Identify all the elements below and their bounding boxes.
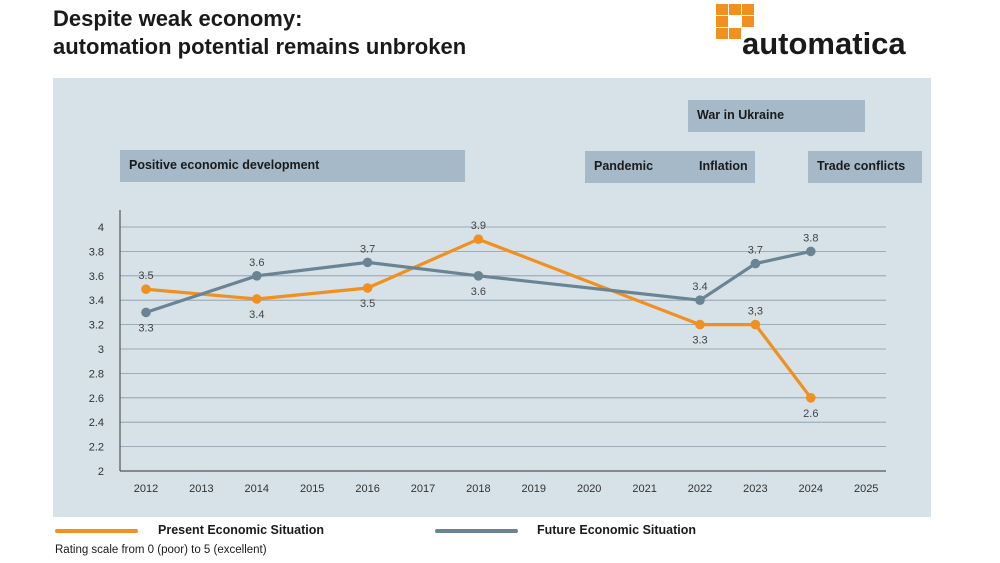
- event-inflation: Inflation: [699, 159, 748, 173]
- y-tick-label: 2.4: [89, 417, 104, 429]
- y-tick-label: 3.2: [89, 320, 104, 332]
- series-line-0: [145, 237, 813, 399]
- data-label: 3.4: [692, 281, 707, 293]
- data-label: 2.6: [803, 408, 818, 420]
- data-label: 3.3: [138, 322, 153, 334]
- x-tick-label: 2021: [632, 483, 656, 495]
- series-line-1: [145, 249, 812, 314]
- event-trade-conflicts: Trade conflicts: [808, 151, 922, 183]
- legend-present-swatch: [55, 529, 138, 533]
- data-label: 3.5: [138, 270, 153, 282]
- data-point: [806, 246, 816, 257]
- legend-future-swatch: [435, 529, 518, 533]
- data-label: 3.9: [471, 220, 486, 232]
- event-pandemic-inflation: Pandemic Inflation: [585, 151, 755, 183]
- x-tick-label: 2012: [134, 483, 158, 495]
- data-label: 3.4: [249, 309, 264, 321]
- x-tick-label: 2016: [355, 483, 379, 495]
- page-title: Despite weak economy: automation potenti…: [53, 5, 466, 61]
- data-label: 3,3: [748, 306, 763, 318]
- data-point: [362, 283, 373, 293]
- y-tick-label: 3.4: [89, 295, 104, 307]
- event-positive-development: Positive economic development: [120, 150, 465, 182]
- x-tick-label: 2020: [577, 483, 601, 495]
- y-tick-label: 2: [98, 466, 104, 478]
- data-point: [750, 319, 761, 330]
- data-point: [141, 284, 151, 295]
- y-tick-label: 2.8: [89, 368, 104, 380]
- x-tick-label: 2017: [411, 483, 435, 495]
- event-pandemic: Pandemic: [594, 159, 654, 173]
- data-point: [695, 319, 705, 330]
- event-war-in-ukraine: War in Ukraine: [688, 100, 865, 132]
- x-tick-label: 2018: [466, 483, 490, 495]
- y-tick-label: 3: [98, 344, 104, 356]
- x-tick-label: 2013: [189, 483, 213, 495]
- data-label: 3.5: [360, 298, 375, 310]
- data-point: [251, 271, 262, 281]
- y-tick-label: 4: [98, 222, 104, 234]
- y-tick-label: 3.8: [89, 246, 104, 258]
- x-tick-label: 2022: [688, 483, 712, 495]
- x-tick-label: 2019: [522, 483, 546, 495]
- x-tick-label: 2014: [245, 483, 269, 495]
- data-point: [251, 294, 262, 304]
- footnote: Rating scale from 0 (poor) to 5 (excelle…: [55, 544, 267, 556]
- data-point: [141, 307, 151, 318]
- svg-text:automatica: automatica: [742, 26, 906, 56]
- y-tick-label: 2.6: [89, 393, 104, 405]
- data-label: 3.6: [249, 257, 264, 269]
- data-point: [806, 393, 816, 403]
- x-tick-label: 2025: [854, 483, 878, 495]
- x-tick-label: 2024: [799, 483, 823, 495]
- title-line-2: automation potential remains unbroken: [53, 34, 467, 59]
- data-label: 3.8: [803, 232, 818, 244]
- data-point: [362, 257, 373, 268]
- data-label: 3.7: [360, 243, 375, 255]
- data-point: [750, 258, 761, 269]
- data-label: 3.6: [471, 286, 486, 298]
- legend-present: Present Economic Situation: [158, 523, 325, 537]
- x-tick-label: 2015: [300, 483, 324, 495]
- x-tick-label: 2023: [743, 483, 767, 495]
- data-label: 3.7: [748, 245, 763, 257]
- data-label: 3.3: [692, 335, 707, 347]
- y-tick-label: 2.2: [89, 442, 104, 454]
- automatica-logo: automatica: [716, 4, 906, 56]
- legend-future: Future Economic Situation: [537, 523, 697, 537]
- y-tick-label: 3.6: [89, 271, 104, 283]
- data-point: [473, 234, 484, 244]
- data-point: [473, 271, 484, 281]
- title-line-1: Despite weak economy:: [53, 6, 303, 31]
- data-point: [695, 295, 705, 306]
